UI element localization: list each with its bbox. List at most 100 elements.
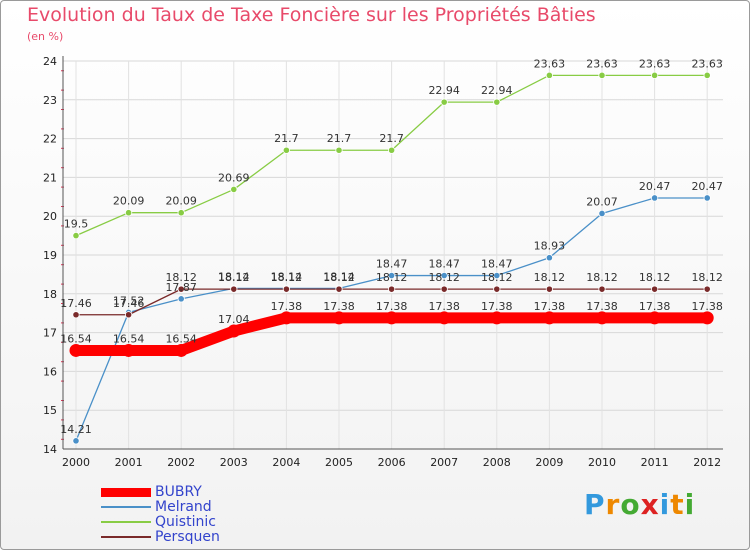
data-point-quistinic	[282, 146, 290, 154]
logo-letter: x	[640, 488, 660, 521]
data-label-quistinic: 23.63	[639, 57, 671, 70]
data-point-persquen	[493, 285, 501, 293]
data-label-quistinic: 20.69	[218, 171, 250, 184]
data-point-quistinic	[703, 71, 711, 79]
y-tick-label: 23	[43, 94, 57, 107]
data-label-bubry: 16.54	[113, 332, 145, 345]
data-point-persquen	[335, 285, 343, 293]
data-label-quistinic: 20.09	[165, 195, 197, 208]
logo-letter: i	[684, 488, 696, 521]
data-label-persquen: 18.12	[271, 271, 303, 284]
legend: BUBRY Melrand Quistinic Persquen	[101, 484, 301, 545]
data-label-persquen: 18.12	[586, 271, 618, 284]
data-point-quistinic	[387, 146, 396, 154]
data-label-persquen: 18.12	[534, 271, 566, 284]
data-label-quistinic: 23.63	[534, 57, 566, 70]
logo-letter: r	[605, 488, 621, 521]
data-label-bubry: 16.54	[165, 332, 197, 345]
data-label-quistinic: 21.7	[274, 132, 299, 145]
data-label-melrand: 20.07	[586, 195, 618, 208]
y-tick-label: 20	[43, 210, 57, 223]
y-tick-label: 24	[43, 55, 57, 68]
data-point-melrand	[703, 194, 711, 202]
data-label-persquen: 17.46	[60, 297, 92, 310]
data-point-bubry	[174, 343, 188, 357]
data-label-bubry: 17.38	[271, 300, 303, 313]
data-label-melrand: 18.47	[428, 258, 460, 271]
chart-title: Evolution du Taux de Taxe Foncière sur l…	[27, 4, 596, 26]
y-tick-label: 17	[43, 327, 57, 340]
chart-subtitle: (en %)	[27, 30, 64, 43]
data-point-persquen	[125, 311, 133, 319]
data-label-melrand: 18.47	[376, 258, 408, 271]
data-point-melrand	[598, 209, 606, 218]
logo-letter: t	[670, 488, 685, 521]
data-point-bubry	[700, 311, 714, 325]
data-label-persquen: 17.46	[113, 297, 145, 310]
legend-label: Quistinic	[155, 514, 216, 530]
data-label-quistinic: 22.94	[428, 84, 460, 97]
data-label-melrand: 18.47	[481, 258, 513, 271]
data-point-bubry	[385, 311, 399, 325]
data-label-melrand: 20.47	[639, 180, 671, 193]
data-label-melrand: 18.14	[323, 270, 355, 283]
data-label-melrand: 17.87	[165, 281, 197, 294]
x-tick-label: 2004	[272, 456, 300, 469]
data-label-melrand: 14.21	[60, 423, 92, 436]
x-tick-label: 2011	[641, 456, 669, 469]
data-label-quistinic: 20.09	[113, 195, 145, 208]
data-point-melrand	[440, 271, 448, 280]
legend-item-quistinic: Quistinic	[101, 514, 301, 530]
data-point-quistinic	[177, 209, 185, 217]
x-tick-label: 2012	[693, 456, 721, 469]
data-point-persquen	[387, 285, 396, 293]
legend-swatch	[101, 506, 151, 508]
data-point-quistinic	[598, 71, 606, 79]
legend-label: Melrand	[155, 499, 212, 515]
data-point-persquen	[545, 285, 554, 293]
x-tick-label: 2005	[325, 456, 353, 469]
x-tick-label: 2009	[535, 456, 563, 469]
legend-label: BUBRY	[155, 484, 202, 500]
data-label-bubry: 16.54	[60, 332, 92, 345]
data-point-bubry	[542, 311, 556, 325]
legend-item-bubry: BUBRY	[101, 484, 301, 500]
data-label-melrand: 17.52	[113, 294, 145, 307]
legend-label: Persquen	[155, 529, 220, 545]
x-tick-label: 2001	[115, 456, 143, 469]
data-label-quistinic: 21.7	[379, 132, 404, 145]
data-point-melrand	[72, 437, 80, 445]
x-tick-label: 2000	[62, 456, 90, 469]
logo-letter: o	[620, 488, 641, 521]
data-label-bubry: 17.38	[534, 300, 566, 313]
data-point-melrand	[387, 271, 396, 280]
y-tick-label: 19	[43, 249, 57, 262]
data-label-persquen: 18.12	[165, 271, 197, 284]
data-label-quistinic: 21.7	[327, 132, 352, 145]
legend-swatch	[101, 536, 151, 538]
y-tick-label: 18	[43, 288, 57, 301]
data-point-melrand	[493, 271, 501, 280]
data-point-bubry	[227, 324, 241, 338]
data-label-quistinic: 22.94	[481, 84, 513, 97]
legend-item-persquen: Persquen	[101, 529, 301, 545]
data-point-persquen	[177, 285, 185, 293]
data-point-persquen	[440, 285, 448, 293]
data-point-quistinic	[335, 146, 343, 154]
data-point-bubry	[69, 343, 83, 357]
data-label-melrand: 18.93	[534, 240, 566, 253]
data-point-persquen	[650, 285, 659, 293]
data-label-bubry: 17.38	[586, 300, 618, 313]
data-point-bubry	[490, 311, 504, 325]
data-point-quistinic	[230, 185, 238, 194]
data-point-persquen	[282, 285, 290, 293]
data-point-bubry	[279, 311, 293, 325]
y-tick-label: 22	[43, 133, 57, 146]
x-tick-label: 2010	[588, 456, 616, 469]
logo-letter: P	[584, 488, 606, 521]
data-label-bubry: 17.38	[323, 300, 355, 313]
data-label-bubry: 17.38	[639, 300, 671, 313]
data-label-persquen: 18.12	[323, 271, 355, 284]
x-tick-label: 2008	[483, 456, 511, 469]
